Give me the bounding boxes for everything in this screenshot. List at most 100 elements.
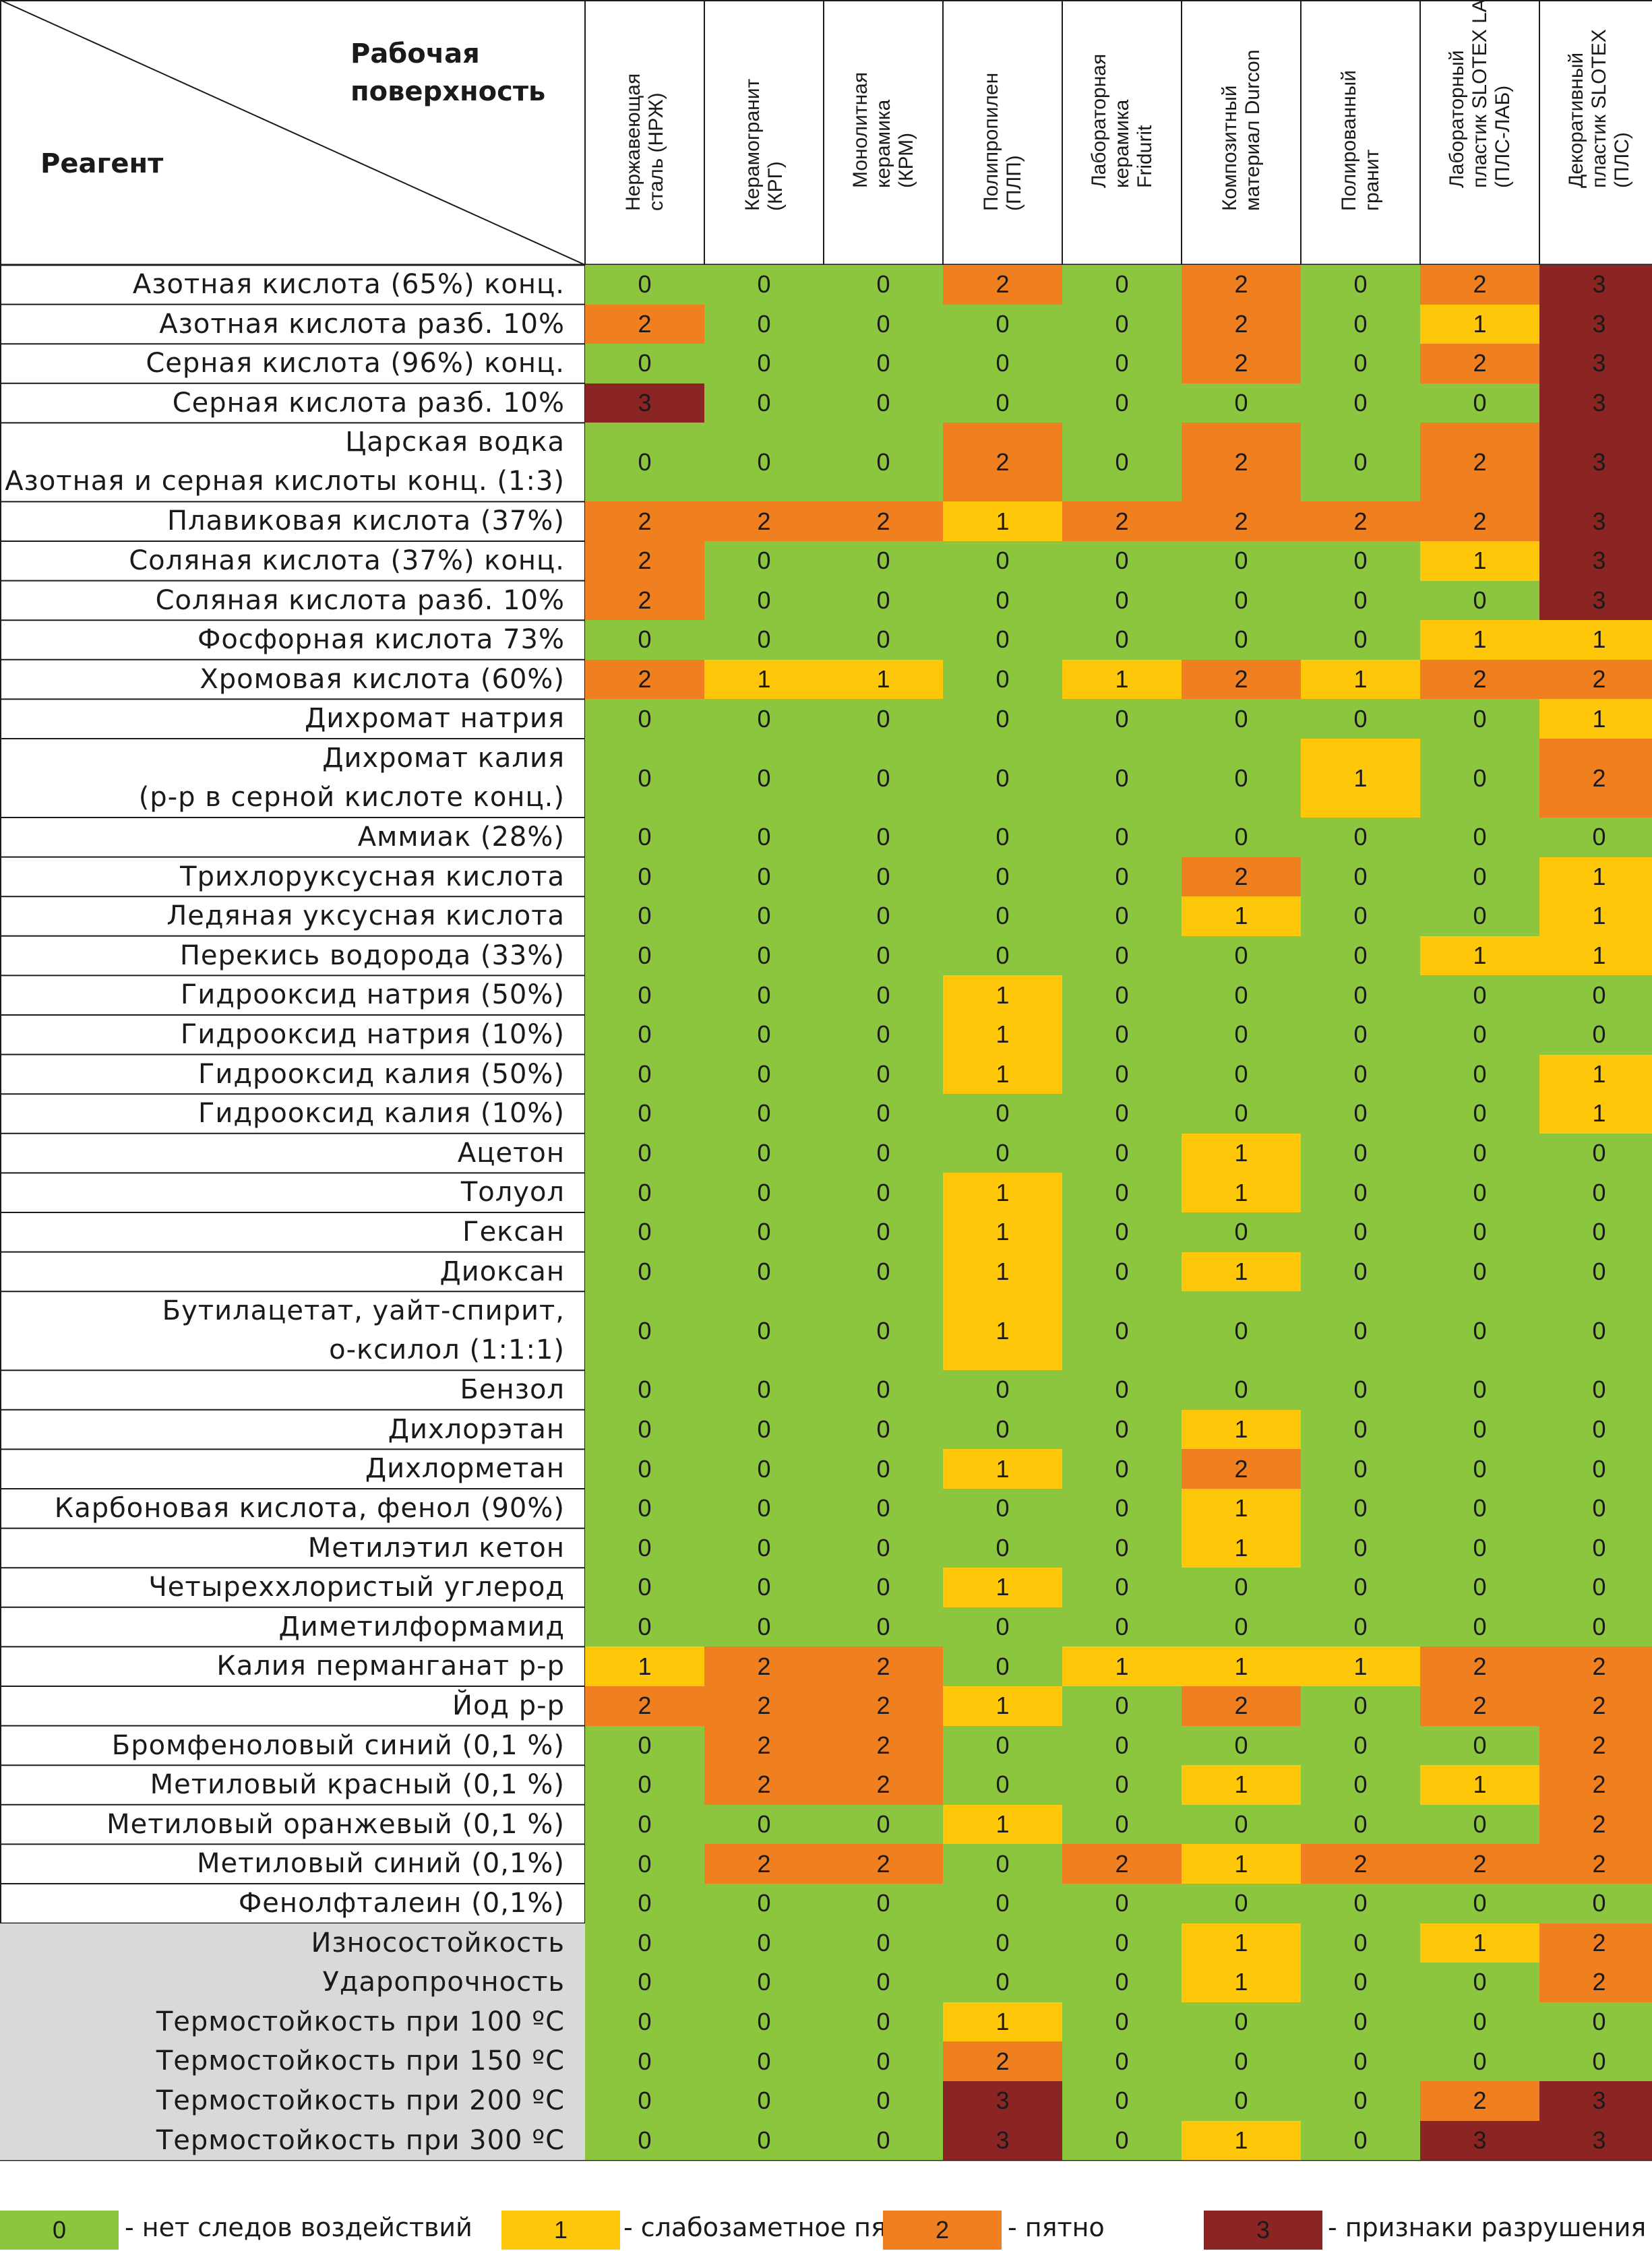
rating-cell: 0 — [585, 1568, 704, 1607]
rating-cell: 0 — [1301, 304, 1420, 344]
header-corner: Рабочая поверхность Реагент — [0, 0, 585, 265]
rating-cell: 0 — [1062, 1923, 1182, 1963]
rating-cell: 0 — [1062, 1133, 1182, 1173]
rating-cell: 0 — [943, 1844, 1062, 1884]
rating-cell: 0 — [1420, 1884, 1539, 1923]
rating-cell: 0 — [824, 2041, 943, 2081]
row-label: Азотная кислота (65%) конц. — [132, 269, 565, 300]
rating-cell: 0 — [1062, 857, 1182, 897]
rating-cell: 0 — [824, 739, 943, 818]
rating-cell: 1 — [943, 1291, 1062, 1371]
rating-cell: 0 — [824, 1923, 943, 1963]
rating-cell: 0 — [1062, 818, 1182, 857]
rating-cell: 1 — [943, 1686, 1062, 1726]
rating-cell: 2 — [585, 501, 704, 541]
rating-cell: 0 — [943, 896, 1062, 936]
legend-swatch: 2 — [883, 2211, 1002, 2250]
rating-cell: 0 — [1301, 1568, 1420, 1607]
rating-cell: 0 — [704, 975, 824, 1015]
rating-cell: 0 — [704, 580, 824, 621]
rating-cell: 0 — [943, 739, 1062, 818]
rating-cell: 0 — [1301, 2081, 1420, 2121]
rating-cell: 2 — [1182, 423, 1301, 502]
rating-cell: 1 — [1182, 1489, 1301, 1529]
rating-cell: 2 — [1420, 1844, 1539, 1884]
rating-cell: 0 — [1182, 1725, 1301, 1766]
rating-cell: 2 — [824, 1686, 943, 1726]
rating-cell: 0 — [1062, 1054, 1182, 1094]
rating-cell: 0 — [1301, 1686, 1420, 1726]
rating-cell: 0 — [1062, 2041, 1182, 2081]
rating-cell: 1 — [943, 1252, 1062, 1292]
legend-swatch: 3 — [1204, 2211, 1322, 2250]
legend-label: - нет следов воздействий — [125, 2213, 472, 2242]
rating-cell: 0 — [704, 2120, 824, 2161]
rating-cell: 0 — [585, 1844, 704, 1884]
rating-cell: 0 — [824, 2002, 943, 2042]
rating-cell: 2 — [824, 501, 943, 541]
rating-cell: 2 — [1539, 1765, 1652, 1805]
rating-cell: 2 — [704, 1765, 824, 1805]
rating-cell: 3 — [1539, 383, 1652, 423]
rating-cell: 1 — [1182, 1528, 1301, 1568]
rating-cell: 0 — [1420, 1054, 1539, 1094]
rating-cell: 0 — [1062, 1568, 1182, 1607]
rating-cell: 0 — [1539, 1133, 1652, 1173]
rating-cell: 0 — [1182, 2081, 1301, 2121]
rating-cell: 1 — [1182, 1409, 1301, 1450]
row-label: Метиловый оранжевый (0,1 %) — [106, 1808, 565, 1840]
rating-cell: 2 — [824, 1725, 943, 1766]
rating-cell: 0 — [585, 1291, 704, 1371]
rating-cell: 0 — [704, 383, 824, 423]
rating-cell: 0 — [824, 1568, 943, 1607]
rating-cell: 0 — [824, 975, 943, 1015]
rating-cell: 0 — [1182, 1054, 1301, 1094]
row-label: Гексан — [462, 1216, 565, 1247]
rating-cell: 0 — [1182, 1370, 1301, 1410]
rating-cell: 0 — [824, 1409, 943, 1450]
rating-cell: 0 — [824, 265, 943, 305]
rating-cell: 0 — [824, 1094, 943, 1134]
rating-cell: 1 — [943, 2002, 1062, 2042]
row-label: Ацетон — [457, 1137, 565, 1169]
rating-cell: 2 — [1182, 501, 1301, 541]
rating-cell: 2 — [585, 659, 704, 700]
rating-cell: 2 — [704, 501, 824, 541]
rating-cell: 0 — [704, 1607, 824, 1647]
rating-cell: 0 — [585, 1252, 704, 1292]
rating-cell: 1 — [1182, 1252, 1301, 1292]
rating-cell: 0 — [704, 265, 824, 305]
rating-cell: 0 — [704, 1409, 824, 1450]
rating-cell: 2 — [1182, 1449, 1301, 1489]
row-label: Термостойкость при 100 ºС — [0, 2002, 585, 2042]
rating-cell: 0 — [1420, 383, 1539, 423]
rating-cell: 0 — [1539, 1607, 1652, 1647]
rating-cell: 0 — [704, 1528, 824, 1568]
rating-cell: 0 — [704, 896, 824, 936]
rating-cell: 0 — [1062, 935, 1182, 976]
rating-cell: 1 — [1182, 1844, 1301, 1884]
rating-cell: 0 — [943, 344, 1062, 383]
rating-cell: 1 — [1420, 304, 1539, 344]
rating-cell: 2 — [1539, 1963, 1652, 2002]
rating-cell: 0 — [704, 344, 824, 383]
rating-cell: 0 — [824, 1963, 943, 2002]
rating-cell: 1 — [1539, 896, 1652, 936]
rating-cell: 0 — [1301, 1291, 1420, 1371]
rating-cell: 0 — [585, 1963, 704, 2002]
rating-cell: 0 — [704, 1291, 824, 1371]
rating-cell: 2 — [585, 580, 704, 621]
rating-cell: 0 — [704, 423, 824, 502]
rating-cell: 0 — [1182, 1094, 1301, 1134]
rating-cell: 0 — [585, 1173, 704, 1212]
rating-cell: 0 — [1062, 1173, 1182, 1212]
rating-cell: 0 — [704, 1370, 824, 1410]
rating-cell: 0 — [1420, 1963, 1539, 2002]
rating-cell: 0 — [585, 1449, 704, 1489]
rating-cell: 3 — [585, 383, 704, 423]
rating-cell: 0 — [943, 620, 1062, 660]
rating-cell: 0 — [1539, 1173, 1652, 1212]
rating-cell: 0 — [585, 1370, 704, 1410]
rating-cell: 0 — [1062, 2120, 1182, 2161]
